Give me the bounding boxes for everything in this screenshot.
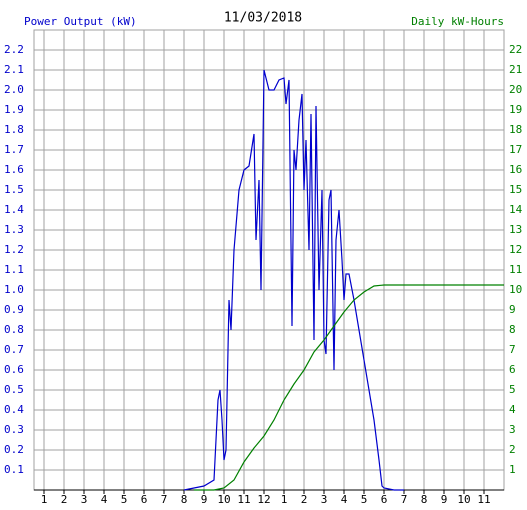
- x-tick-label: 10: [217, 493, 230, 506]
- x-tick-label: 2: [61, 493, 68, 506]
- x-tick-label: 7: [161, 493, 168, 506]
- x-tick-label: 6: [141, 493, 148, 506]
- y2-tick-label: 4: [509, 403, 516, 416]
- x-tick-label: 1: [281, 493, 288, 506]
- x-tick-label: 3: [321, 493, 328, 506]
- y-tick-label: 1.4: [4, 203, 24, 216]
- y2-tick-label: 1: [509, 463, 516, 476]
- y-tick-label: 1.1: [4, 263, 24, 276]
- y-tick-label: 0.3: [4, 423, 24, 436]
- x-tick-label: 8: [421, 493, 428, 506]
- y-tick-label: 1.2: [4, 243, 24, 256]
- y2-tick-label: 11: [509, 263, 522, 276]
- x-tick-label: 4: [101, 493, 108, 506]
- y2-tick-label: 10: [509, 283, 522, 296]
- y2-tick-label: 5: [509, 383, 516, 396]
- y2-tick-label: 22: [509, 43, 522, 56]
- y2-tick-label: 19: [509, 103, 522, 116]
- y2-tick-label: 20: [509, 83, 522, 96]
- y-tick-label: 1.0: [4, 283, 24, 296]
- x-tick-label: 6: [381, 493, 388, 506]
- x-tick-label: 11: [237, 493, 250, 506]
- y2-tick-label: 9: [509, 303, 516, 316]
- y-tick-label: 1.8: [4, 123, 24, 136]
- x-tick-label: 12: [257, 493, 270, 506]
- data-line: [183, 69, 404, 491]
- x-tick-label: 2: [301, 493, 308, 506]
- x-tick-label: 9: [201, 493, 208, 506]
- y2-tick-label: 6: [509, 363, 516, 376]
- y-tick-label: 0.5: [4, 383, 24, 396]
- x-tick-label: 5: [121, 493, 128, 506]
- x-tick-label: 3: [81, 493, 88, 506]
- y2-tick-label: 17: [509, 143, 522, 156]
- y2-tick-label: 15: [509, 183, 522, 196]
- x-tick-label: 10: [457, 493, 470, 506]
- y2-axis-label: Daily kW-Hours: [411, 15, 504, 28]
- x-tick-label: 9: [441, 493, 448, 506]
- y2-tick-label: 2: [509, 443, 516, 456]
- y-tick-label: 0.8: [4, 323, 24, 336]
- y2-tick-label: 13: [509, 223, 522, 236]
- x-tick-label: 4: [341, 493, 348, 506]
- x-tick-label: 7: [401, 493, 408, 506]
- y-tick-label: 2.1: [4, 63, 24, 76]
- y-tick-label: 1.5: [4, 183, 24, 196]
- y-tick-label: 2.0: [4, 83, 24, 96]
- x-tick-label: 11: [477, 493, 490, 506]
- y2-tick-label: 18: [509, 123, 522, 136]
- y-tick-label: 1.6: [4, 163, 24, 176]
- y-tick-label: 0.4: [4, 403, 24, 416]
- y2-tick-label: 14: [509, 203, 523, 216]
- y-tick-label: 0.9: [4, 303, 24, 316]
- y-tick-label: 1.3: [4, 223, 24, 236]
- y2-tick-label: 8: [509, 323, 516, 336]
- y2-tick-label: 3: [509, 423, 516, 436]
- y-axis-label: Power Output (kW): [24, 15, 137, 28]
- y-tick-label: 0.1: [4, 463, 24, 476]
- chart-title: 11/03/2018: [224, 11, 302, 26]
- y-tick-label: 1.7: [4, 143, 24, 156]
- y-tick-label: 0.6: [4, 363, 24, 376]
- y-tick-label: 0.2: [4, 443, 24, 456]
- y2-tick-label: 16: [509, 163, 522, 176]
- x-tick-label: 1: [41, 493, 48, 506]
- y2-tick-label: 12: [509, 243, 522, 256]
- y-tick-label: 2.2: [4, 43, 24, 56]
- data-line: [194, 284, 504, 491]
- x-tick-label: 8: [181, 493, 188, 506]
- x-tick-label: 5: [361, 493, 368, 506]
- y2-tick-label: 7: [509, 343, 516, 356]
- y2-tick-label: 21: [509, 63, 522, 76]
- y-tick-label: 1.9: [4, 103, 24, 116]
- y-tick-label: 0.7: [4, 343, 24, 356]
